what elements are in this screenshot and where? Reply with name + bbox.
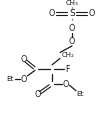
Text: F: F	[66, 65, 70, 74]
Text: O: O	[21, 75, 27, 84]
Text: CH₂: CH₂	[62, 52, 75, 58]
Text: O: O	[63, 80, 69, 89]
Text: O: O	[69, 37, 75, 46]
Text: CH₃: CH₃	[66, 0, 78, 6]
Text: S: S	[69, 9, 75, 18]
Text: O: O	[21, 55, 27, 64]
Text: O: O	[89, 9, 95, 18]
Text: O: O	[49, 9, 55, 18]
Text: Et: Et	[76, 91, 84, 97]
Text: O: O	[35, 90, 41, 99]
Text: Et: Et	[6, 76, 14, 82]
Text: O: O	[69, 24, 75, 33]
